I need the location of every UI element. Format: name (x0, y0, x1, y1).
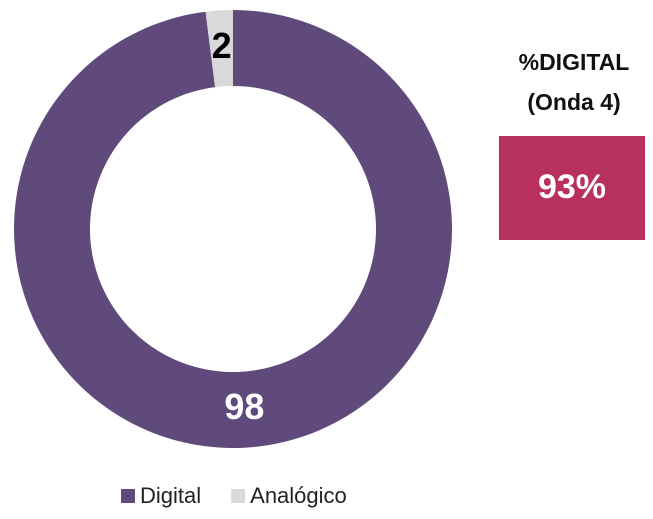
legend-swatch (231, 489, 246, 503)
donut-slice (13, 10, 453, 448)
kpi-box (499, 136, 645, 240)
legend-swatch (121, 489, 135, 503)
kpi-title: %DIGITAL (519, 49, 630, 75)
legend-label: Digital (140, 483, 201, 508)
data-label: 2 (212, 25, 232, 66)
legend-label: Analógico (250, 483, 347, 508)
kpi-value: 93% (538, 168, 606, 206)
donut-slice (205, 10, 233, 88)
data-label: 98 (224, 386, 264, 427)
kpi-title: (Onda 4) (527, 89, 620, 115)
